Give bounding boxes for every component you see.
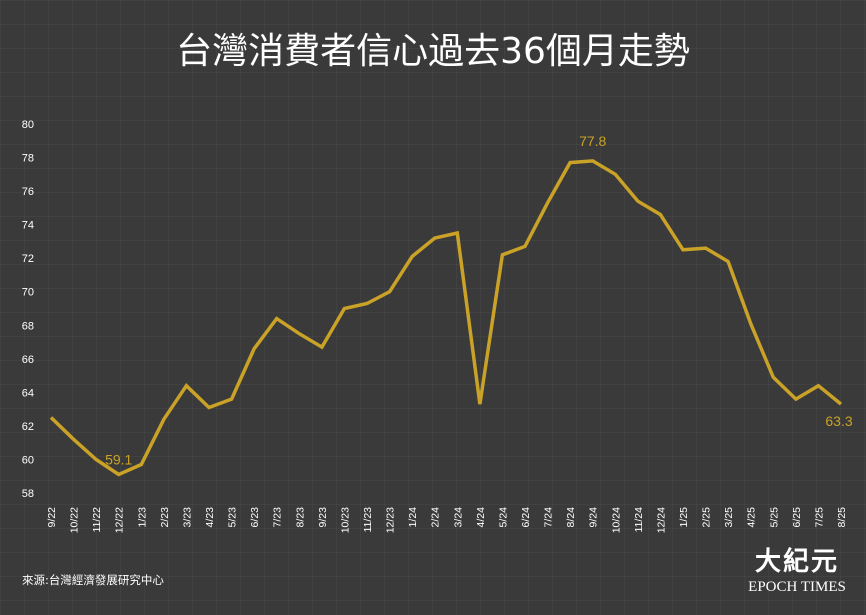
x-tick-label: 7/25 xyxy=(813,507,825,528)
y-tick-label: 78 xyxy=(22,153,34,165)
y-tick-label: 62 xyxy=(22,421,34,433)
data-point xyxy=(569,161,572,164)
data-label: 59.1 xyxy=(105,452,132,468)
x-axis: 9/22 10/22 11/22 12/22 1/23 2/23 3/23 4/23 5/23 6… xyxy=(46,507,848,533)
data-point xyxy=(320,346,323,349)
data-point xyxy=(388,290,391,293)
y-tick-label: 68 xyxy=(22,320,34,332)
x-tick-label: 6/25 xyxy=(791,507,803,528)
data-point xyxy=(117,473,120,476)
x-tick-label: 3/23 xyxy=(181,507,193,528)
data-point xyxy=(366,302,369,305)
x-tick-label: 6/24 xyxy=(520,507,532,528)
y-axis: 58 60 62 64 66 68 70 72 74 76 78 80 xyxy=(22,119,34,500)
chart-title: 台灣消費者信心過去36個月走勢 xyxy=(176,31,690,72)
data-point xyxy=(185,384,188,387)
x-tick-label: 12/24 xyxy=(655,507,667,533)
data-point xyxy=(591,159,594,162)
data-point xyxy=(614,173,617,176)
x-tick-label: 4/25 xyxy=(746,507,758,528)
data-label: 63.3 xyxy=(825,413,852,429)
data-point xyxy=(840,403,843,406)
data-point xyxy=(524,245,527,248)
x-tick-label: 11/23 xyxy=(362,507,374,533)
x-tick-label: 12/22 xyxy=(114,507,126,533)
data-point xyxy=(727,260,730,263)
x-tick-label: 9/23 xyxy=(317,507,329,528)
x-tick-label: 1/25 xyxy=(678,507,690,528)
x-tick-label: 5/23 xyxy=(227,507,239,528)
epoch-times-logo: 大紀元 EPOCH TIMES xyxy=(744,548,850,598)
logo-chinese: 大紀元 xyxy=(754,547,839,577)
data-point xyxy=(749,322,752,325)
x-tick-label: 1/24 xyxy=(407,507,419,528)
data-label: 77.8 xyxy=(579,133,606,149)
x-tick-label: 10/23 xyxy=(339,507,351,533)
x-tick-label: 8/25 xyxy=(836,507,848,528)
y-tick-label: 74 xyxy=(22,220,34,232)
x-tick-label: 8/24 xyxy=(565,507,577,528)
data-point xyxy=(456,232,459,235)
x-tick-label: 2/23 xyxy=(159,507,171,528)
x-tick-label: 9/24 xyxy=(588,507,600,528)
x-tick-label: 10/24 xyxy=(610,507,622,533)
annotations: 59.1 77.8 63.3 xyxy=(105,133,853,468)
data-point xyxy=(50,416,53,419)
data-point xyxy=(253,347,256,350)
y-tick-label: 64 xyxy=(22,387,34,399)
x-tick-label: 5/25 xyxy=(768,507,780,528)
data-point xyxy=(433,237,436,240)
x-tick-label: 7/23 xyxy=(272,507,284,528)
x-tick-label: 6/23 xyxy=(249,507,261,528)
data-point xyxy=(794,398,797,401)
x-tick-label: 2/25 xyxy=(701,507,713,528)
data-point xyxy=(772,376,775,379)
y-tick-label: 80 xyxy=(22,119,34,131)
source-note: 來源:台灣經濟發展研究中心 xyxy=(22,573,164,587)
data-point xyxy=(208,406,211,409)
x-tick-label: 4/24 xyxy=(475,507,487,528)
data-point xyxy=(140,463,143,466)
data-point xyxy=(817,384,820,387)
x-tick-label: 5/24 xyxy=(497,507,509,528)
series-layer xyxy=(49,159,843,477)
data-point xyxy=(275,317,278,320)
data-point xyxy=(501,253,504,256)
data-point xyxy=(546,201,549,204)
x-tick-label: 4/23 xyxy=(204,507,216,528)
x-tick-label: 1/23 xyxy=(136,507,148,528)
data-point xyxy=(298,332,301,335)
x-tick-label: 12/23 xyxy=(385,507,397,533)
x-tick-label: 10/22 xyxy=(69,507,81,533)
x-tick-label: 8/23 xyxy=(294,507,306,528)
x-tick-label: 3/24 xyxy=(452,507,464,528)
data-point xyxy=(343,307,346,310)
data-point xyxy=(230,398,233,401)
data-point xyxy=(72,438,75,441)
x-tick-label: 2/24 xyxy=(430,507,442,528)
logo-english: EPOCH TIMES xyxy=(748,579,846,595)
data-point xyxy=(682,248,685,251)
x-tick-label: 9/22 xyxy=(46,507,58,528)
x-tick-label: 11/24 xyxy=(633,507,645,533)
data-point xyxy=(478,403,481,406)
data-point xyxy=(411,255,414,258)
y-tick-label: 58 xyxy=(22,488,34,500)
y-tick-label: 70 xyxy=(22,287,34,299)
series-line xyxy=(49,159,843,477)
data-point xyxy=(636,200,639,203)
x-tick-label: 11/22 xyxy=(91,507,103,533)
x-tick-label: 3/25 xyxy=(723,507,735,528)
y-tick-label: 72 xyxy=(22,253,34,265)
data-point xyxy=(704,247,707,250)
data-point xyxy=(659,213,662,216)
data-point xyxy=(95,458,98,461)
x-tick-label: 7/24 xyxy=(543,507,555,528)
y-tick-label: 60 xyxy=(22,454,34,466)
y-tick-label: 76 xyxy=(22,186,34,198)
y-tick-label: 66 xyxy=(22,354,34,366)
data-point xyxy=(162,418,165,421)
